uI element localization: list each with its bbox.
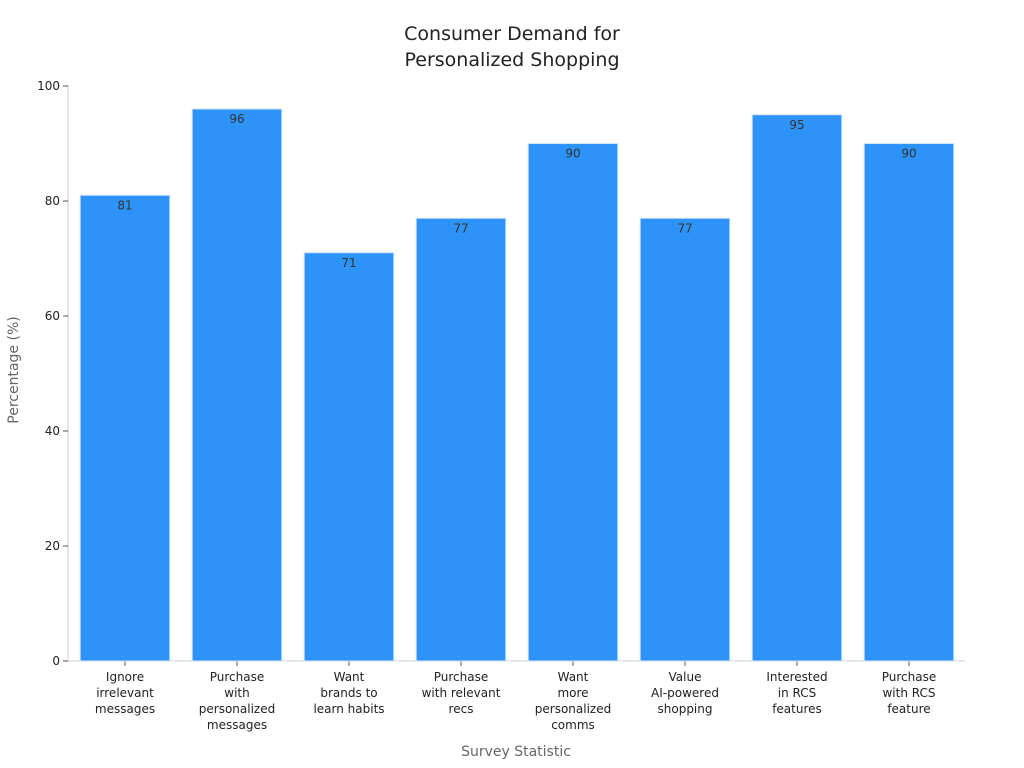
bar (751, 114, 843, 662)
x-axis-label: Survey Statistic (461, 744, 571, 760)
bar (303, 252, 395, 662)
title-line: Personalized Shopping (404, 49, 619, 71)
x-tick-label: Want more personalized comms (535, 670, 611, 732)
x-tick-label-line: Purchase (434, 670, 489, 684)
x-tick-label-line: shopping (658, 702, 713, 716)
x-tick-label-line: Want (334, 670, 365, 684)
value-label: 90 (565, 147, 580, 161)
title-line: Consumer Demand for (404, 23, 620, 45)
x-tick-label-line: Value (669, 670, 702, 684)
x-tick-label-line: features (772, 702, 822, 716)
x-tick-label-line: feature (887, 702, 930, 716)
bar (79, 194, 171, 662)
y-tick-label: 20 (45, 539, 60, 553)
value-label: 95 (789, 118, 804, 132)
chart-title: Consumer Demand for Personalized Shopping (404, 23, 620, 71)
bar (863, 143, 955, 662)
y-axis-label: Percentage (%) (6, 316, 22, 423)
y-tick-label: 60 (45, 309, 60, 323)
x-tick-label-line: more (557, 686, 588, 700)
value-label: 81 (117, 198, 132, 212)
x-tick-label-line: with (224, 686, 249, 700)
x-tick-label-line: personalized (199, 702, 275, 716)
x-tick-label-line: in RCS (778, 686, 817, 700)
x-tick-label-line: Purchase (882, 670, 937, 684)
x-tick-label: Ignore irrelevant messages (95, 670, 155, 716)
bar (527, 143, 619, 662)
value-label: 96 (229, 112, 244, 126)
value-label: 90 (901, 147, 916, 161)
x-tick-label-line: irrelevant (96, 686, 154, 700)
x-tick-label: Purchase with personalized messages (199, 670, 275, 732)
value-label: 77 (677, 221, 692, 235)
x-tick-label-line: Purchase (210, 670, 265, 684)
x-tick-label: Purchase with RCS feature (882, 670, 937, 716)
y-tick-label: 0 (52, 654, 60, 668)
x-tick-label-line: comms (551, 718, 595, 732)
bar (415, 217, 507, 662)
x-tick-label-line: with relevant (422, 686, 501, 700)
x-tick-label-line: Want (558, 670, 589, 684)
x-tick-label-line: brands to (320, 686, 377, 700)
x-tick-label-line: learn habits (313, 702, 384, 716)
x-tick-label-line: with RCS (882, 686, 935, 700)
x-tick-label: Interested in RCS features (766, 670, 827, 716)
x-tick-label: Value AI-powered shopping (651, 670, 719, 716)
x-tick-label: Want brands to learn habits (313, 670, 384, 716)
x-tick-label-line: Ignore (106, 670, 144, 684)
value-label: 71 (341, 256, 356, 270)
x-tick-label-line: Interested (766, 670, 827, 684)
bar (191, 108, 283, 662)
x-tick-label-line: personalized (535, 702, 611, 716)
bar (639, 217, 731, 662)
x-tick-label-line: messages (95, 702, 155, 716)
y-tick-label: 40 (45, 424, 60, 438)
y-tick-label: 100 (37, 79, 60, 93)
x-tick-label-line: messages (207, 718, 267, 732)
y-tick-label: 80 (45, 194, 60, 208)
value-label: 77 (453, 221, 468, 235)
x-tick-label: Purchase with relevant recs (422, 670, 501, 716)
x-tick-label-line: recs (449, 702, 474, 716)
x-tick-label-line: AI-powered (651, 686, 719, 700)
